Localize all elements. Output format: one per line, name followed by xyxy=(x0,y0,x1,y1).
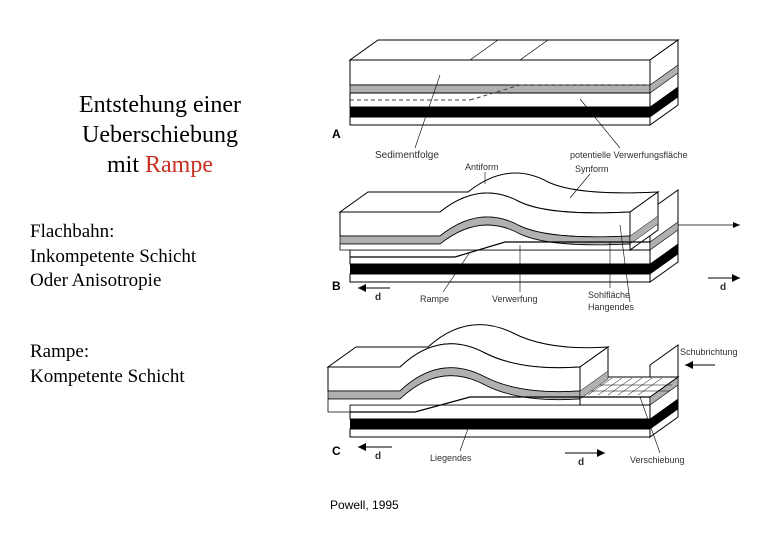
citation: Powell, 1995 xyxy=(330,498,399,512)
panel-c: Schubrichtung d d Liegendes Verschiebun xyxy=(328,325,738,468)
label-hangendes: Hangendes xyxy=(588,302,635,312)
title-line-3: mit Rampe xyxy=(30,150,290,180)
panel-b: d d Antiform Synform Rampe V xyxy=(332,162,740,312)
label-antiform: Antiform xyxy=(465,162,499,172)
arrow-schubrichtung: Schubrichtung xyxy=(680,347,738,369)
panel-b-letter: B xyxy=(332,279,341,293)
body1-l1: Flachbahn: xyxy=(30,220,196,245)
arrow-d-right-c: d xyxy=(565,449,605,468)
label-schubrichtung: Schubrichtung xyxy=(680,347,738,357)
label-d-right-c: d xyxy=(578,457,584,468)
title-line-2: Ueberschiebung xyxy=(30,120,290,150)
body1-l3: Oder Anisotropie xyxy=(30,269,196,294)
title-rampe: Rampe xyxy=(145,152,213,178)
arrow-d-right-b: d xyxy=(708,274,740,293)
label-verwerfung: Verwerfung xyxy=(492,294,538,304)
label-verschiebung: Verschiebung xyxy=(630,455,685,465)
diagram-svg: A Sedimentfolge potentielle Verwerfungsf… xyxy=(320,20,750,480)
panel-a-letter: A xyxy=(332,127,341,141)
body2-l1: Rampe: xyxy=(30,340,185,365)
slide-title: Entstehung einer Ueberschiebung mit Ramp… xyxy=(30,90,290,180)
panel-c-letter: C xyxy=(332,444,341,458)
body-rampe: Rampe: Kompetente Schicht xyxy=(30,340,185,389)
arrow-d-left-c: d xyxy=(358,443,392,462)
geology-diagram: A Sedimentfolge potentielle Verwerfungsf… xyxy=(320,20,750,480)
panel-a: A Sedimentfolge potentielle Verwerfungsf… xyxy=(332,40,688,161)
label-rampe: Rampe xyxy=(420,294,449,304)
label-sohlflache: Sohlfläche xyxy=(588,290,630,300)
label-synform: Synform xyxy=(575,164,609,174)
label-d-left-c: d xyxy=(375,451,381,462)
body2-l2: Kompetente Schicht xyxy=(30,365,185,390)
title-prefix: mit xyxy=(107,152,145,178)
title-line-1: Entstehung einer xyxy=(30,90,290,120)
label-d-right-b: d xyxy=(720,282,726,293)
body1-l2: Inkompetente Schicht xyxy=(30,245,196,270)
label-sediment: Sedimentfolge xyxy=(375,150,439,161)
label-potential: potentielle Verwerfungsfläche xyxy=(570,150,688,160)
arrow-d-left-b: d xyxy=(358,284,390,303)
label-liegendes: Liegendes xyxy=(430,453,472,463)
body-flachbahn: Flachbahn: Inkompetente Schicht Oder Ani… xyxy=(30,220,196,294)
label-d-left-b: d xyxy=(375,292,381,303)
